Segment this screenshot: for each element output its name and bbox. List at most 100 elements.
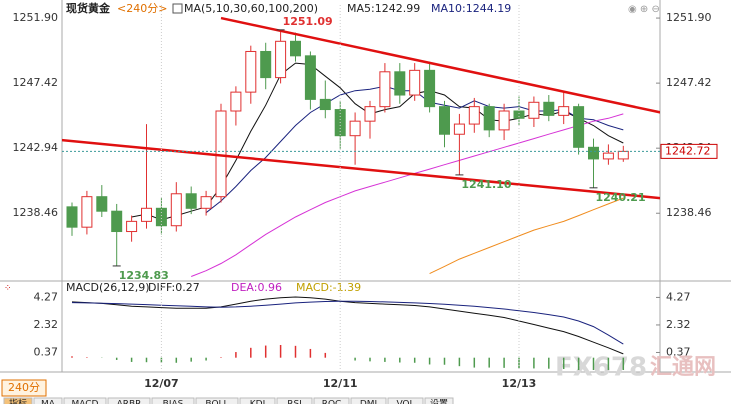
macd-header: MACD(26,12,9) <box>66 281 150 294</box>
candle-body <box>498 110 510 131</box>
candle-body <box>96 196 108 212</box>
y-tick-label: 1238.46 <box>13 206 59 219</box>
tab[interactable] <box>239 397 276 404</box>
tab-label: VOL <box>396 400 414 404</box>
dea-line <box>71 300 624 345</box>
tab-label: BIAS <box>163 400 184 404</box>
candle-body <box>573 106 585 148</box>
y-tick-label: 2.32 <box>666 318 691 331</box>
y-tick-label: 1247.42 <box>666 76 712 89</box>
watermark: FX678 <box>555 353 647 383</box>
annotation: 1240.21 <box>596 191 646 204</box>
y-tick-label: 1247.42 <box>13 76 59 89</box>
trendline <box>220 16 660 114</box>
ma10-value: MA10:1244.19 <box>431 2 511 15</box>
candle-body <box>260 50 272 79</box>
candle-body <box>439 106 450 135</box>
ma-line <box>429 197 624 275</box>
instrument: 现货黄金 <box>66 1 111 15</box>
y-tick-label: 0.37 <box>666 345 691 358</box>
candle-body <box>290 40 301 57</box>
ma-line <box>131 62 624 221</box>
tab-label: 指标 <box>9 398 27 404</box>
tab-label: DMI <box>360 400 377 404</box>
tab-label: BOLL <box>205 400 228 404</box>
candle-body <box>141 207 152 222</box>
candle-body <box>304 55 316 100</box>
x-tick-label: 12/13 <box>502 377 537 390</box>
candle-body <box>185 193 197 209</box>
ma5-value: MA5:1242.99 <box>347 2 420 15</box>
y-tick-label: 1251.90 <box>666 11 712 24</box>
tab[interactable] <box>107 397 151 404</box>
candle-body <box>170 193 182 227</box>
diff-line <box>71 296 624 355</box>
marker: ⁘ <box>4 284 12 294</box>
candle-body <box>483 106 495 131</box>
x-tick-label: 12/11 <box>323 377 358 390</box>
tab-label: ARBR <box>117 400 142 404</box>
candle-body <box>111 210 123 233</box>
tab-label: MACD <box>72 400 99 404</box>
candle-body <box>349 120 361 137</box>
annotation: 1234.83 <box>119 269 169 282</box>
y-tick-label: 4.27 <box>34 290 59 303</box>
tab[interactable] <box>424 397 454 404</box>
candle-body <box>230 91 242 112</box>
price-panel <box>62 16 660 277</box>
y-tick-label: 4.27 <box>666 290 691 303</box>
tab[interactable] <box>350 397 387 404</box>
last-price-box <box>660 143 718 159</box>
y-tick-label: 0.37 <box>34 345 59 358</box>
candle-body <box>200 196 212 209</box>
candle-body <box>558 106 570 116</box>
candle-body <box>215 110 227 198</box>
annotation: 1251.09 <box>283 15 333 28</box>
ma-header: MA(5,10,30,60,100,200) <box>184 2 318 15</box>
candle-body <box>81 196 93 228</box>
candle-body <box>155 207 167 227</box>
tab[interactable] <box>63 397 107 404</box>
candle-body <box>528 101 540 119</box>
candle-body <box>126 220 138 233</box>
annotation: 1241.10 <box>461 178 511 191</box>
period-button[interactable] <box>1 379 47 397</box>
tab[interactable] <box>33 397 63 404</box>
candle-body <box>245 50 257 93</box>
candle-body <box>424 69 436 108</box>
candle-body <box>602 152 614 160</box>
candle-body <box>468 106 480 125</box>
tab-label: MA <box>41 400 56 404</box>
tab-label: ROC <box>322 400 342 404</box>
candle-body <box>319 98 331 111</box>
checkbox[interactable] <box>172 3 183 14</box>
last-price-label: 1242.72 <box>665 144 711 157</box>
tab[interactable] <box>313 397 350 404</box>
ma-line <box>191 113 624 277</box>
tab-label: 设置 <box>430 399 448 404</box>
candle-body <box>409 69 421 96</box>
tab[interactable] <box>3 397 33 404</box>
watermark: 汇通网 <box>650 355 716 380</box>
macd-value: MACD:-1.39 <box>296 281 361 294</box>
y-tick-label: 1251.90 <box>13 11 59 24</box>
period: <240分> <box>117 2 167 15</box>
macd-panel <box>71 296 625 370</box>
tab[interactable] <box>276 397 313 404</box>
y-tick-label: 1242.94 <box>13 141 59 154</box>
y-tick-label: 2.32 <box>34 318 59 331</box>
candle-body <box>379 71 391 108</box>
tab[interactable] <box>387 397 424 404</box>
candle-body <box>513 110 525 119</box>
tab[interactable] <box>195 397 239 404</box>
x-tick-label: 12/07 <box>144 377 179 390</box>
macd-diff: DIFF:0.27 <box>148 281 200 294</box>
tab-label: KDJ <box>250 400 266 404</box>
icons[interactable]: ◉ ⊕ ⊖ <box>628 4 660 15</box>
candle-body <box>617 150 629 160</box>
macd-dea: DEA:0.96 <box>231 281 282 294</box>
candle-body <box>275 40 287 79</box>
tab[interactable] <box>151 397 195 404</box>
